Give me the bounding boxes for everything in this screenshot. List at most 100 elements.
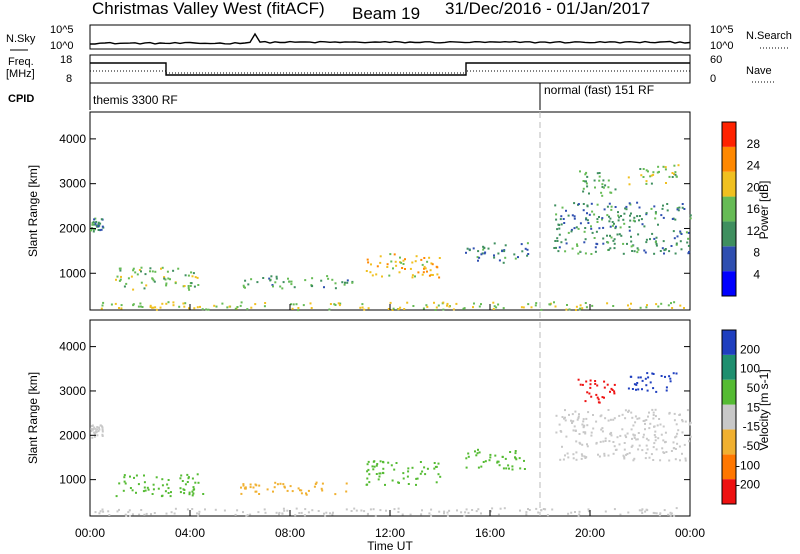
scatter-point xyxy=(626,453,629,455)
scatter-point xyxy=(236,306,239,308)
scatter-point xyxy=(596,384,599,387)
nsky-series-line xyxy=(90,32,691,45)
scatter-point xyxy=(339,302,342,305)
scatter-point xyxy=(92,230,95,233)
scatter-point xyxy=(587,411,590,414)
scatter-point xyxy=(94,223,97,226)
scatter-point xyxy=(590,202,593,205)
scatter-point xyxy=(669,511,672,514)
velocity-colorbar: 200 100 50 15 -15 -50 -100 -200 xyxy=(721,329,760,505)
scatter-point xyxy=(281,287,284,290)
scatter-point xyxy=(139,302,142,305)
scatter-point xyxy=(596,243,599,246)
scatter-point xyxy=(474,450,476,453)
scatter-point xyxy=(662,204,664,207)
scatter-point xyxy=(367,261,370,264)
scatter-point xyxy=(184,483,187,486)
scatter-point xyxy=(668,375,671,378)
scatter-point xyxy=(118,307,120,309)
scatter-point xyxy=(594,380,597,382)
scatter-point xyxy=(273,486,276,489)
scatter-point xyxy=(140,281,143,284)
x-tick-label: 20:00 xyxy=(575,526,605,540)
scatter-point xyxy=(614,225,617,228)
scatter-point xyxy=(295,507,298,510)
scatter-point xyxy=(494,454,497,457)
scatter-point xyxy=(655,303,658,306)
scatter-point xyxy=(598,179,601,182)
scatter-point xyxy=(556,240,559,242)
scatter-point xyxy=(608,215,610,218)
scatter-point xyxy=(606,205,609,208)
scatter-point xyxy=(659,423,662,426)
beam-title: Beam 19 xyxy=(352,4,420,23)
scatter-point xyxy=(294,514,297,517)
scatter-point xyxy=(404,258,406,261)
scatter-point xyxy=(297,307,300,309)
scatter-point xyxy=(321,489,324,492)
cpid-mode-themis: themis 3300 RF xyxy=(93,93,178,107)
scatter-point xyxy=(497,252,500,255)
scatter-point xyxy=(649,175,652,178)
scatter-point xyxy=(114,302,117,305)
scatter-point xyxy=(411,466,414,469)
scatter-point xyxy=(676,208,679,211)
scatter-point xyxy=(568,308,571,311)
scatter-point xyxy=(650,182,653,185)
scatter-point xyxy=(586,212,588,215)
scatter-point xyxy=(623,442,626,444)
cpid-mode-normal: normal (fast) 151 RF xyxy=(544,83,654,97)
scatter-point xyxy=(527,303,530,306)
scatter-point xyxy=(379,261,382,264)
scatter-point xyxy=(590,431,593,434)
scatter-point xyxy=(619,434,622,437)
scatter-point xyxy=(271,284,274,286)
scatter-point xyxy=(183,489,186,491)
scatter-point xyxy=(498,259,501,262)
scatter-point xyxy=(586,219,589,222)
scatter-point xyxy=(246,308,249,311)
scatter-point xyxy=(636,201,639,204)
scatter-point xyxy=(194,276,197,279)
scatter-point xyxy=(587,508,590,511)
scatter-point xyxy=(186,481,189,483)
scatter-point xyxy=(601,430,604,433)
scatter-point xyxy=(250,278,253,281)
scatter-point xyxy=(151,493,154,495)
scatter-point xyxy=(421,273,424,276)
scatter-point xyxy=(645,241,648,244)
scatter-point xyxy=(672,372,675,375)
scatter-point xyxy=(592,414,594,416)
scatter-point xyxy=(638,219,640,222)
scatter-point xyxy=(264,511,267,514)
scatter-point xyxy=(632,219,635,222)
scatter-point xyxy=(621,413,624,416)
x-tick-label: 00:00 xyxy=(675,526,705,540)
scatter-point xyxy=(275,277,278,280)
scatter-point xyxy=(164,278,167,281)
scatter-point xyxy=(603,386,606,389)
scatter-point xyxy=(555,218,558,221)
scatter-point xyxy=(197,284,200,286)
scatter-point xyxy=(382,471,384,474)
scatter-point xyxy=(654,408,657,411)
scatter-point xyxy=(167,479,170,481)
scatter-point xyxy=(435,306,438,309)
scatter-point xyxy=(648,456,651,459)
scatter-point xyxy=(535,302,538,305)
scatter-point xyxy=(163,276,166,279)
scatter-point xyxy=(407,470,410,473)
scatter-point xyxy=(586,445,589,448)
scatter-point xyxy=(180,474,183,477)
scatter-point xyxy=(641,388,643,391)
scatter-point xyxy=(395,264,398,267)
velocity-y-ticks: 1000 2000 3000 4000 xyxy=(59,340,690,487)
scatter-point xyxy=(607,248,610,251)
scatter-point xyxy=(553,301,555,304)
scatter-point xyxy=(138,269,141,271)
scatter-point xyxy=(586,205,589,208)
scatter-point xyxy=(388,274,391,277)
scatter-point xyxy=(570,419,572,422)
scatter-point xyxy=(426,260,429,263)
scatter-point xyxy=(123,476,126,479)
